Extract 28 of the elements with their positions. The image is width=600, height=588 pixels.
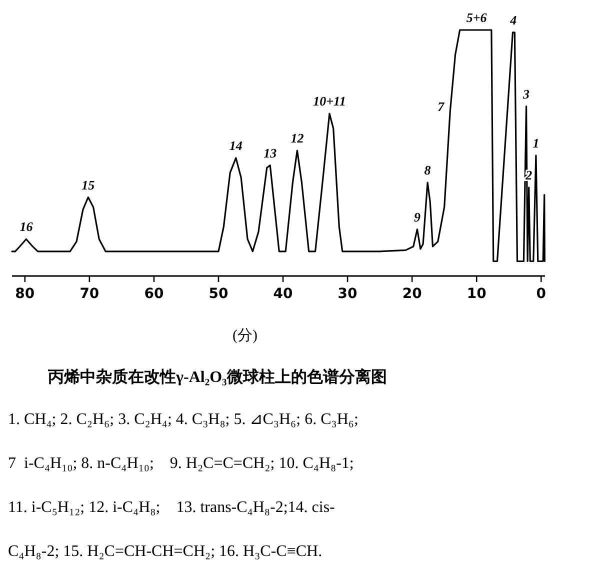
annotation: 5+6 xyxy=(466,10,488,25)
x-axis-title: (分) xyxy=(232,327,258,344)
x-tick-label: 80 xyxy=(15,286,35,302)
annotation: 9 xyxy=(414,209,421,224)
x-tick-label: 40 xyxy=(273,286,294,302)
x-tick-label: 60 xyxy=(144,286,164,302)
text: 11. i-C₅H₁₂; 12. i-C₄H₈; 13. trans-C₄H₈-2;14. cis- xyxy=(8,499,335,516)
annotation: 12 xyxy=(290,130,304,146)
x-tick-label: 30 xyxy=(338,286,358,302)
annotation: 14 xyxy=(229,138,243,153)
annotation: 16 xyxy=(20,219,34,234)
annotation: 7 xyxy=(438,99,445,114)
annotation: 4 xyxy=(509,12,518,28)
annotation: 15 xyxy=(82,177,96,192)
x-tick-label: 50 xyxy=(208,286,228,302)
x-tick-label: 70 xyxy=(80,286,100,302)
text: 1. CH₄; 2. C₂H₆; 3. C₂H₄; 4. C₃H₈; 5. ⊿C₃H₆; 6. C₃H₆; xyxy=(8,411,358,428)
text: 丙烯中杂质在改性γ-Al₂O₃微球柱上的色谱分离图 xyxy=(47,367,387,386)
annotation: 10+11 xyxy=(313,94,346,109)
x-tick-label: 0 xyxy=(536,286,546,302)
x-tick-label: 20 xyxy=(402,286,422,302)
annotation: 13 xyxy=(264,145,278,160)
annotation: 1 xyxy=(532,135,540,150)
x-tick-label: 10 xyxy=(466,286,487,302)
annotation: 8 xyxy=(424,162,432,178)
text: C₄H₈-2; 15. H₂C=CH-CH=CH₂; 16. H₃C-C≡CH. xyxy=(8,543,322,560)
text: 7 i-C₄H₁₀; 8. n-C₄H₁₀; 9. H₂C=C=CH₂; 10. C₄H₈-1; xyxy=(8,455,354,472)
annotation: 3 xyxy=(522,86,530,102)
